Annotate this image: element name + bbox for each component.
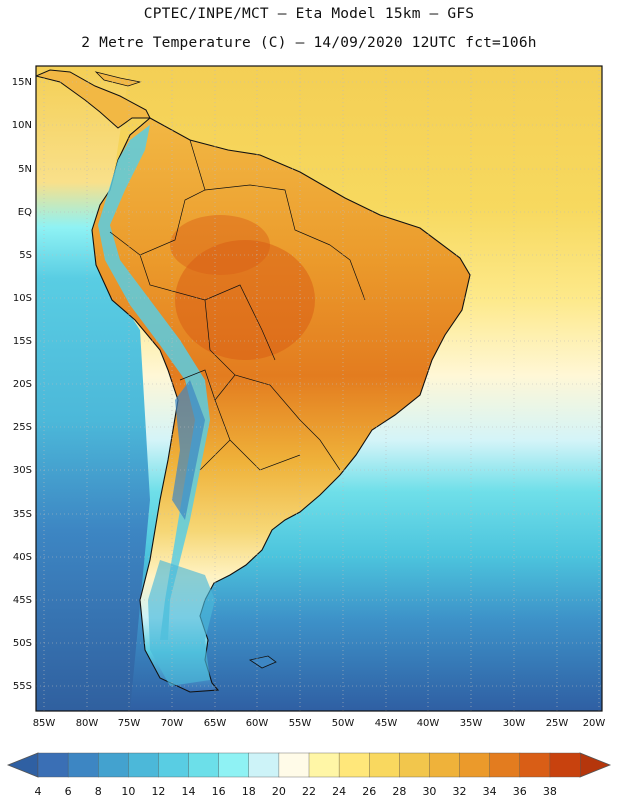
patagonia-cool	[148, 560, 215, 686]
lon-label: 70W	[161, 718, 184, 729]
temperature-colorbar: 4 6 8 10 12 14 16 18 20 22 24 26 28 30 32 34 36 38	[6, 752, 612, 798]
lat-label: 25S	[13, 422, 32, 433]
lon-label: 65W	[204, 718, 227, 729]
colorbar-min-arrow	[6, 752, 39, 778]
colorbar-label: 24	[332, 785, 346, 798]
longitude-labels: 85W 80W 75W 70W 65W 60W 55W 50W 45W 40W …	[33, 718, 606, 729]
colorbar-label: 16	[212, 785, 226, 798]
colorbar-segment	[278, 752, 310, 778]
colorbar-segment	[308, 752, 340, 778]
pacific-field	[36, 66, 150, 711]
lon-label: 30W	[503, 718, 526, 729]
lon-label: 40W	[417, 718, 440, 729]
hot-core	[175, 240, 315, 360]
colorbar-label: 26	[362, 785, 376, 798]
map-frame	[35, 65, 603, 712]
colorbar-segment	[549, 752, 581, 778]
colorbar-max-arrow	[579, 752, 612, 778]
lat-label: 5N	[18, 164, 32, 175]
lat-label: 15S	[13, 336, 32, 347]
latitude-labels: 15N 10N 5N EQ 5S 10S 15S 20S 25S 30S 35S…	[12, 77, 32, 692]
colorbar-segment	[158, 752, 190, 778]
lon-label: 35W	[460, 718, 483, 729]
colorbar-label: 14	[182, 785, 196, 798]
colorbar-segment	[218, 752, 250, 778]
colorbar-label: 32	[453, 785, 467, 798]
colorbar-label: 6	[65, 785, 72, 798]
colorbar-segment	[338, 752, 370, 778]
colorbar-label: 38	[543, 785, 557, 798]
falkland-islands	[248, 655, 277, 669]
colorbar-label: 30	[422, 785, 436, 798]
colorbar-segment	[429, 752, 461, 778]
lat-label: 55S	[13, 681, 32, 692]
lat-label: 20S	[13, 379, 32, 390]
lon-label: 55W	[289, 718, 312, 729]
colorbar-label: 22	[302, 785, 316, 798]
map-title-line2: 2 Metre Temperature (C) – 14/09/2020 12U…	[81, 35, 537, 51]
colorbar-label: 4	[35, 785, 42, 798]
lon-label: 50W	[332, 718, 355, 729]
andes-cold-core	[172, 380, 205, 520]
country-borders	[109, 139, 366, 471]
colorbar-segment	[37, 752, 69, 778]
hot-core-north	[170, 215, 270, 275]
lat-label: 35S	[13, 509, 32, 520]
colorbar-segment	[459, 752, 491, 778]
lon-label: 80W	[76, 718, 99, 729]
central-america-land	[36, 69, 151, 129]
colorbar-label: 8	[95, 785, 102, 798]
lat-label: 30S	[13, 465, 32, 476]
colorbar-label: 10	[121, 785, 135, 798]
lat-label: 40S	[13, 552, 32, 563]
lon-label: 75W	[118, 718, 141, 729]
colorbar-label: 20	[272, 785, 286, 798]
colorbar-segment	[248, 752, 280, 778]
lat-label: 5S	[19, 250, 32, 261]
lon-label: 20W	[583, 718, 606, 729]
colorbar-segment	[399, 752, 430, 778]
lat-label: 10N	[12, 120, 32, 131]
lon-label: 25W	[546, 718, 569, 729]
lon-label: 60W	[246, 718, 269, 729]
lon-label: 85W	[33, 718, 56, 729]
colorbar-segment	[128, 752, 159, 778]
colorbar-label: 34	[483, 785, 497, 798]
lat-label: 10S	[13, 293, 32, 304]
colorbar-label: 36	[513, 785, 527, 798]
colorbar-segment	[98, 752, 129, 778]
lat-label: EQ	[18, 207, 32, 218]
map-title-line1: CPTEC/INPE/MCT – Eta Model 15km – GFS	[143, 6, 475, 22]
colorbar-label: 12	[151, 785, 165, 798]
south-america-land	[91, 117, 471, 693]
lat-label: 45S	[13, 595, 32, 606]
lat-label: 15N	[12, 77, 32, 88]
colorbar-label: 28	[392, 785, 406, 798]
colorbar-segment	[519, 752, 551, 778]
map-area	[36, 66, 602, 711]
colorbar-label: 18	[242, 785, 256, 798]
lat-label: 50S	[13, 638, 32, 649]
colorbar-segment	[489, 752, 521, 778]
lon-label: 45W	[375, 718, 398, 729]
colorbar-segment	[67, 752, 99, 778]
colorbar-segment	[369, 752, 400, 778]
colorbar-segment	[188, 752, 220, 778]
